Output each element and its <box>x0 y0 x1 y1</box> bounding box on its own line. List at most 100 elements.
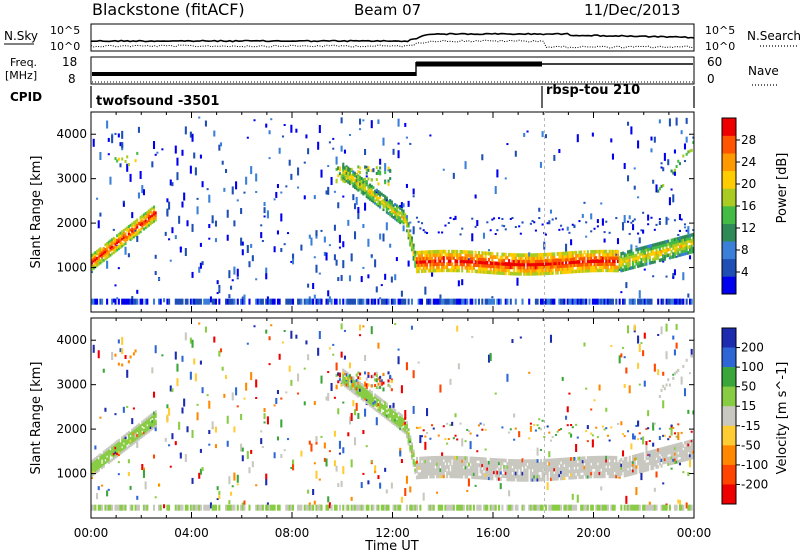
echo-cell <box>558 261 561 266</box>
scatter-cell <box>360 276 363 283</box>
ground-band-cell <box>181 298 184 305</box>
scatter-cell <box>325 190 328 195</box>
echo-cell <box>578 475 581 480</box>
scatter-cell <box>449 378 452 385</box>
ground-band-cell <box>136 504 139 511</box>
scatter-cell <box>362 325 365 328</box>
echo-cell <box>394 423 397 427</box>
echo-cell <box>533 268 536 273</box>
echo-cell <box>122 236 125 240</box>
echo-cell <box>360 397 363 401</box>
echo-cell <box>136 232 139 236</box>
scatter-cell <box>163 298 166 303</box>
echo-cell <box>561 254 564 259</box>
echo-cell <box>566 460 569 465</box>
ground-band-cell <box>432 298 435 305</box>
echo-cell <box>682 249 685 254</box>
echo-cell <box>688 236 692 241</box>
x-axis-label: Time UT <box>364 539 418 554</box>
echo-cell <box>353 389 357 393</box>
patch-cell <box>355 382 358 386</box>
echo-cell <box>551 473 554 478</box>
echo-cell <box>471 462 474 467</box>
patch-cell <box>367 383 370 387</box>
echo-cell <box>541 256 544 260</box>
echo-cell <box>462 256 465 261</box>
ground-band-cell <box>533 504 536 511</box>
echo-cell <box>544 252 547 257</box>
echo-cell <box>600 465 603 469</box>
echo-cell <box>551 271 554 275</box>
echo-cell <box>101 466 104 470</box>
echo-cell <box>653 251 656 255</box>
patch-cell <box>687 150 690 154</box>
echo-cell <box>615 268 618 273</box>
echo-cell <box>99 254 102 258</box>
echo-cell <box>385 402 388 406</box>
echo-cell <box>412 255 415 259</box>
freq-panel-frame <box>90 56 695 85</box>
echo-cell <box>683 246 687 250</box>
echo-cell <box>665 242 668 247</box>
echo-cell <box>348 172 352 176</box>
patch-cell <box>384 179 387 183</box>
echo-cell <box>136 225 139 229</box>
scatter-cell <box>355 402 358 411</box>
echo-cell <box>548 271 551 276</box>
echo-cell <box>616 471 620 476</box>
echo-cell <box>613 468 616 473</box>
echo-cell <box>106 459 109 463</box>
ground-band-cell <box>402 298 405 305</box>
patch-cell <box>365 377 368 381</box>
echo-cell <box>407 442 410 446</box>
echo-cell <box>457 468 460 473</box>
echo-cell <box>451 249 454 254</box>
scatter-cell <box>548 220 551 225</box>
scatter-cell <box>665 275 668 278</box>
echo-cell <box>390 418 393 422</box>
echo-cell <box>132 235 135 239</box>
echo-cell <box>529 253 532 258</box>
echo-cell <box>121 242 124 246</box>
ground-band-cell <box>372 298 375 305</box>
diffuse-cell <box>590 432 593 435</box>
echo-cell <box>372 186 375 190</box>
echo-cell <box>474 475 477 480</box>
patch-cell <box>692 140 695 144</box>
echo-cell <box>516 474 519 479</box>
echo-cell <box>494 267 497 272</box>
scatter-cell <box>601 219 604 226</box>
echo-cell <box>422 465 425 470</box>
echo-cell <box>642 455 645 459</box>
diffuse-cell <box>511 216 514 219</box>
echo-cell <box>343 384 346 388</box>
echo-cell <box>97 258 100 262</box>
echo-cell <box>464 456 467 460</box>
echo-cell <box>640 461 643 465</box>
ground-band-cell <box>276 298 279 305</box>
echo-cell <box>575 475 578 480</box>
scatter-cell <box>169 179 172 186</box>
echo-cell <box>452 256 455 260</box>
echo-cell <box>523 468 526 473</box>
echo-cell <box>556 458 559 462</box>
scatter-cell <box>370 254 373 257</box>
echo-cell <box>362 180 365 184</box>
echo-cell <box>447 259 450 263</box>
ground-band-cell <box>365 504 368 511</box>
scatter-cell <box>487 249 491 252</box>
scatter-cell <box>405 362 408 371</box>
patch-cell <box>390 378 393 382</box>
echo-cell <box>359 384 362 388</box>
echo-cell <box>667 451 670 455</box>
echo-cell <box>151 415 154 419</box>
patch-cell <box>359 388 362 392</box>
echo-cell <box>575 257 578 261</box>
echo-cell <box>516 271 519 276</box>
echo-cell <box>516 471 519 476</box>
echo-cell <box>648 456 651 460</box>
scatter-cell <box>218 144 221 151</box>
echo-cell <box>588 465 591 470</box>
echo-cell <box>102 453 105 456</box>
echo-cell <box>518 459 521 463</box>
